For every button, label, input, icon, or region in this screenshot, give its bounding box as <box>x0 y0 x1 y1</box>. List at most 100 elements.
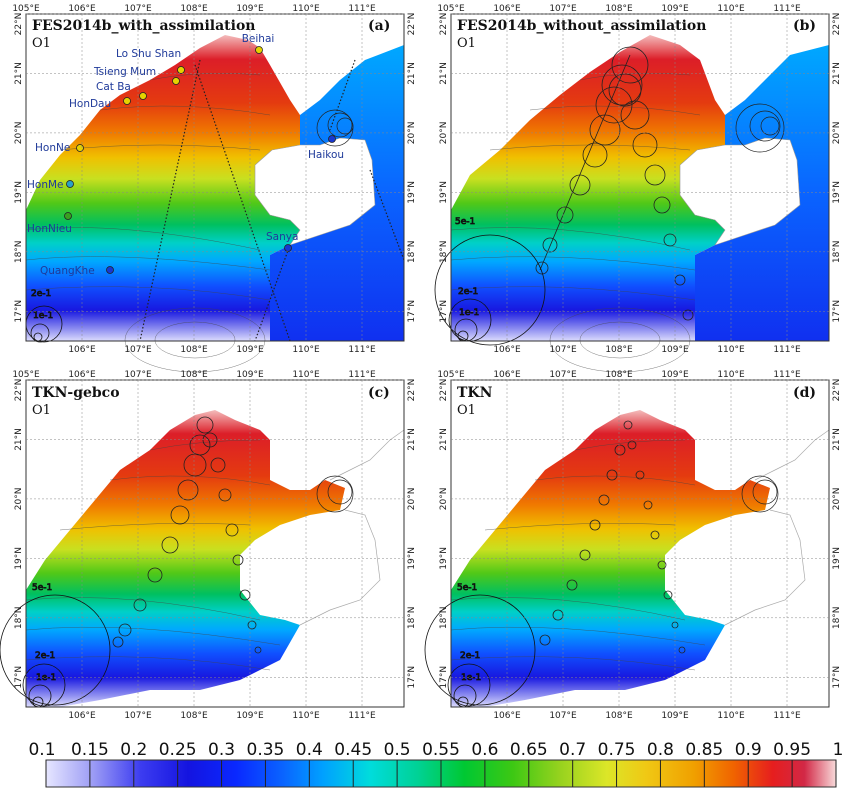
scale-label-2: 1e-1 <box>459 308 479 318</box>
lat-tick-label: 17°N <box>832 666 842 689</box>
station-marker <box>76 144 84 152</box>
lon-tick-label: 108°E <box>180 4 208 14</box>
lat-tick-label: 22°N <box>832 379 842 402</box>
lat-tick-label: 19°N <box>14 547 24 570</box>
lat-tick-label: 18°N <box>407 606 417 629</box>
lat-tick-label: 21°N <box>439 62 449 85</box>
scale-label-1: 1e-1 <box>33 311 53 321</box>
lat-tick-label: 22°N <box>407 13 417 36</box>
lon-tick-label: 107°E <box>549 345 577 355</box>
scale-circles: 5e-1 2e-1 1e-1 <box>424 583 536 708</box>
lon-tick-label: 108°E <box>180 345 208 355</box>
lat-tick-label: 20°N <box>832 122 842 145</box>
station-marker <box>106 266 114 274</box>
amphidromic-rings <box>735 103 785 153</box>
hainan-island <box>679 137 801 246</box>
colorbar-tick-label: 0.85 <box>685 740 723 760</box>
lat-tick-label: 21°N <box>439 428 449 451</box>
panel-letter: (a) <box>368 18 390 34</box>
colorbar-tick-label: 0.65 <box>510 740 548 760</box>
lon-tick-label: 106°E <box>68 4 96 14</box>
colorbar-tick-label: 0.4 <box>296 740 323 760</box>
lat-tick-label: 17°N <box>14 666 24 689</box>
scale-label-1: 2e-1 <box>458 287 478 297</box>
lat-tick-label: 19°N <box>832 547 842 570</box>
station-label-quangkhe: QuangKhe <box>40 265 95 277</box>
lon-tick-label: 107°E <box>124 370 152 380</box>
colorbar-tick-label: 0.45 <box>334 740 372 760</box>
lon-tick-label: 109°E <box>236 711 264 721</box>
graticule: 105°E 106°E 107°E 108°E 109°E 110°E 111°E 106°E… <box>12 4 842 721</box>
lat-tick-label: 17°N <box>832 300 842 323</box>
lat-tick-label: 21°N <box>407 428 417 451</box>
panel-title: TKN-gebco <box>32 385 120 401</box>
scale-circles: 5e-1 2e-1 1e-1 <box>434 217 546 346</box>
lon-tick-label: 107°E <box>124 345 152 355</box>
gulf-amplitude-field <box>451 35 725 341</box>
colorbar-tick-label: 0.8 <box>647 740 674 760</box>
station-label-beihai: Beihai <box>242 33 275 45</box>
lat-tick-label: 19°N <box>14 181 24 204</box>
colorbar-tick-label: 1 <box>833 740 844 760</box>
station-marker <box>172 77 180 85</box>
colorbar-tick-label: 0.1 <box>28 740 55 760</box>
station-label-cat-ba: Cat Ba <box>96 81 131 93</box>
lon-tick-label: 110°E <box>292 345 320 355</box>
lat-tick-label: 18°N <box>407 240 417 263</box>
lat-tick-label: 22°N <box>439 13 449 36</box>
lon-tick-label: 107°E <box>549 370 577 380</box>
lon-tick-label: 111°E <box>348 711 376 721</box>
station-marker <box>255 46 263 54</box>
lon-tick-label: 108°E <box>180 370 208 380</box>
lon-tick-label: 107°E <box>124 4 152 14</box>
lon-tick-label: 110°E <box>292 370 320 380</box>
lat-tick-label: 19°N <box>407 547 417 570</box>
station-label-haikou: Haikou <box>308 149 344 161</box>
station-label-honne: HonNe <box>35 142 70 154</box>
station-marker <box>64 212 72 220</box>
lat-tick-label: 17°N <box>14 300 24 323</box>
scale-label-0: 5e-1 <box>32 583 52 593</box>
lon-tick-label: 109°E <box>661 370 689 380</box>
lat-tick-label: 20°N <box>14 488 24 511</box>
lon-tick-label: 107°E <box>124 711 152 721</box>
lon-tick-label: 110°E <box>717 4 745 14</box>
lat-tick-label: 22°N <box>832 13 842 36</box>
station-label-lo-shu-shan: Lo Shu Shan <box>116 48 181 60</box>
lon-tick-label: 111°E <box>348 4 376 14</box>
lat-tick-label: 17°N <box>439 300 449 323</box>
panel-constituent: O1 <box>32 36 51 51</box>
lat-tick-label: 18°N <box>832 240 842 263</box>
lat-tick-label: 18°N <box>439 240 449 263</box>
panel-constituent: O1 <box>457 403 476 418</box>
lat-tick-label: 17°N <box>439 666 449 689</box>
lat-tick-label: 20°N <box>407 488 417 511</box>
lat-tick-label: 20°N <box>439 488 449 511</box>
lat-tick-label: 22°N <box>14 13 24 36</box>
lon-tick-label: 111°E <box>773 345 801 355</box>
lat-tick-label: 18°N <box>14 606 24 629</box>
lon-tick-label: 105°E <box>437 370 465 380</box>
scale-label-0: 5e-1 <box>457 583 477 593</box>
map-panel-b: 5e-1 2e-1 1e-1 FES2014b_without_assimila… <box>434 13 830 373</box>
track-circles <box>535 46 694 321</box>
lat-tick-label: 21°N <box>832 428 842 451</box>
panel-letter: (c) <box>368 385 390 401</box>
colorbar-tick-label: 0.5 <box>384 740 411 760</box>
lon-tick-label: 106°E <box>68 370 96 380</box>
lon-tick-label: 106°E <box>493 345 521 355</box>
colorbar-tick-label: 0.6 <box>471 740 498 760</box>
lon-tick-label: 111°E <box>773 370 801 380</box>
panel-constituent: O1 <box>457 36 476 51</box>
lon-tick-label: 106°E <box>68 711 96 721</box>
lon-tick-label: 108°E <box>605 4 633 14</box>
station-marker <box>328 135 336 143</box>
east-sea-field <box>695 45 829 341</box>
scale-label-1: 2e-1 <box>35 651 55 661</box>
lat-tick-label: 19°N <box>407 181 417 204</box>
cotidal-lines <box>450 73 701 373</box>
station-label-sanya: Sanya <box>266 231 298 243</box>
scale-label-1: 2e-1 <box>460 651 480 661</box>
map-panel-a: Beihai Lo Shu Shan Tsieng Mum Cat Ba Hon… <box>25 13 405 373</box>
east-sea-field <box>270 45 404 341</box>
